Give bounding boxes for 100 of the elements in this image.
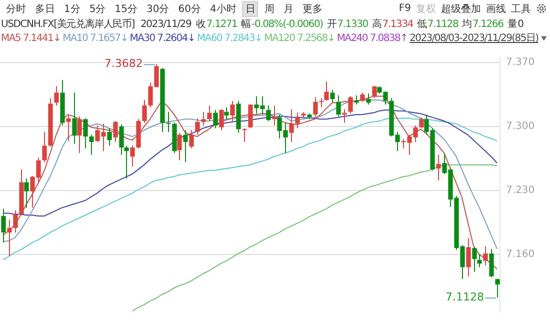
candlestick [207, 104, 212, 122]
y-tick-label: 7.370 [506, 57, 535, 68]
candlestick [366, 93, 371, 106]
text: 7.2843↓ [224, 32, 262, 44]
text: 幅 [241, 18, 251, 31]
text: 7.1128 [427, 18, 458, 30]
candlestick [236, 100, 241, 134]
candlestick [1, 208, 6, 244]
candlestick [266, 104, 271, 122]
text: MA10 [62, 32, 88, 44]
text: MA30 [130, 32, 155, 44]
candlestick [330, 89, 335, 104]
candlestick [136, 118, 141, 149]
text: 收 [196, 18, 206, 31]
candlestick [230, 100, 235, 122]
text: 更多 [301, 2, 324, 16]
text: MA120 [264, 32, 295, 44]
candlestick [66, 114, 71, 142]
candlestick [419, 116, 424, 129]
candlestick [213, 110, 218, 129]
candlestick [195, 118, 200, 136]
text: 月 [282, 2, 294, 16]
candlestick [19, 168, 24, 216]
candlestick [13, 210, 18, 233]
text: 周 [263, 2, 276, 16]
candlestick [72, 92, 77, 144]
text: -0.08%(-0.0060) [252, 18, 323, 30]
candlestick [295, 112, 300, 129]
text: 7.0838↑ [370, 32, 408, 44]
candlestick [477, 254, 482, 268]
candlestick [248, 104, 253, 129]
chart-subtitle: 2023/11/29 [140, 18, 192, 30]
candlestick [24, 178, 29, 208]
text: 7.1334 [382, 18, 414, 30]
text: MA60 [196, 32, 222, 44]
y-tick-label: 7.230 [506, 185, 535, 196]
candlestick [177, 132, 182, 161]
candlestick [83, 118, 88, 149]
candlestick [272, 104, 277, 126]
text: 7.1271 [206, 18, 238, 30]
candlestick [7, 219, 12, 257]
candlestick [360, 92, 365, 102]
candlestick [307, 113, 312, 120]
candlestick [77, 116, 82, 154]
text: 0 [518, 18, 524, 30]
text: 7.2568↓ [297, 32, 335, 44]
annotation: 7.3682 [104, 56, 143, 70]
annotation: 7.1128 [446, 290, 484, 304]
candlestick [42, 131, 47, 163]
text: 均 [462, 18, 472, 31]
candlestick [472, 246, 477, 272]
text: 60分 [177, 2, 202, 16]
text: 分时 [5, 2, 27, 16]
text: 多日 [34, 2, 56, 16]
candlestick [495, 279, 500, 298]
text: 7.1330 [337, 18, 368, 30]
text: 1分 [63, 2, 82, 16]
y-tick-label: 7.160 [506, 249, 535, 260]
legend-label: MA240 [336, 32, 368, 44]
candlestick [224, 106, 229, 120]
text: 画线 [486, 2, 506, 16]
candlestick [60, 79, 65, 126]
y-tick-label: 7.300 [506, 121, 535, 132]
text: 工具 [511, 2, 531, 16]
candlestick [48, 98, 53, 148]
candlestick [289, 108, 294, 142]
candlestick [189, 130, 194, 149]
candlestick [54, 86, 59, 106]
candlestick [119, 124, 124, 156]
text: F9 [398, 3, 411, 14]
candlestick [336, 94, 341, 117]
text: 超级叠加 [441, 2, 481, 16]
candlestick [201, 111, 206, 126]
text: 高 [372, 18, 382, 31]
text: 7.1657↓ [90, 32, 128, 44]
candlestick [466, 237, 471, 277]
candlestick [160, 67, 165, 132]
text: 日 [242, 0, 258, 16]
text: 复权 [416, 2, 436, 16]
text: 量 [507, 18, 517, 31]
text: 7.1441↓ [22, 32, 61, 44]
candlestick [483, 246, 488, 266]
candlestick [489, 248, 494, 278]
candlestick [130, 145, 135, 168]
candlestick [324, 81, 329, 102]
text: 2023/08/03-2023/11/29(85日) [410, 32, 538, 45]
candlestick [142, 99, 147, 124]
candlestick [113, 120, 118, 142]
candlestick [107, 128, 112, 146]
text: 4小时 [208, 2, 238, 16]
text: 7.2604↓ [157, 32, 195, 44]
candlestick [89, 134, 94, 156]
text: 7.1266 [472, 18, 504, 30]
text: MA5 [1, 32, 20, 44]
candlestick [242, 128, 247, 142]
candlestick [124, 145, 129, 180]
candlestick [183, 130, 188, 163]
text: 低 [417, 18, 426, 31]
text: 5分 [88, 2, 107, 16]
text: 30分 [145, 2, 170, 16]
